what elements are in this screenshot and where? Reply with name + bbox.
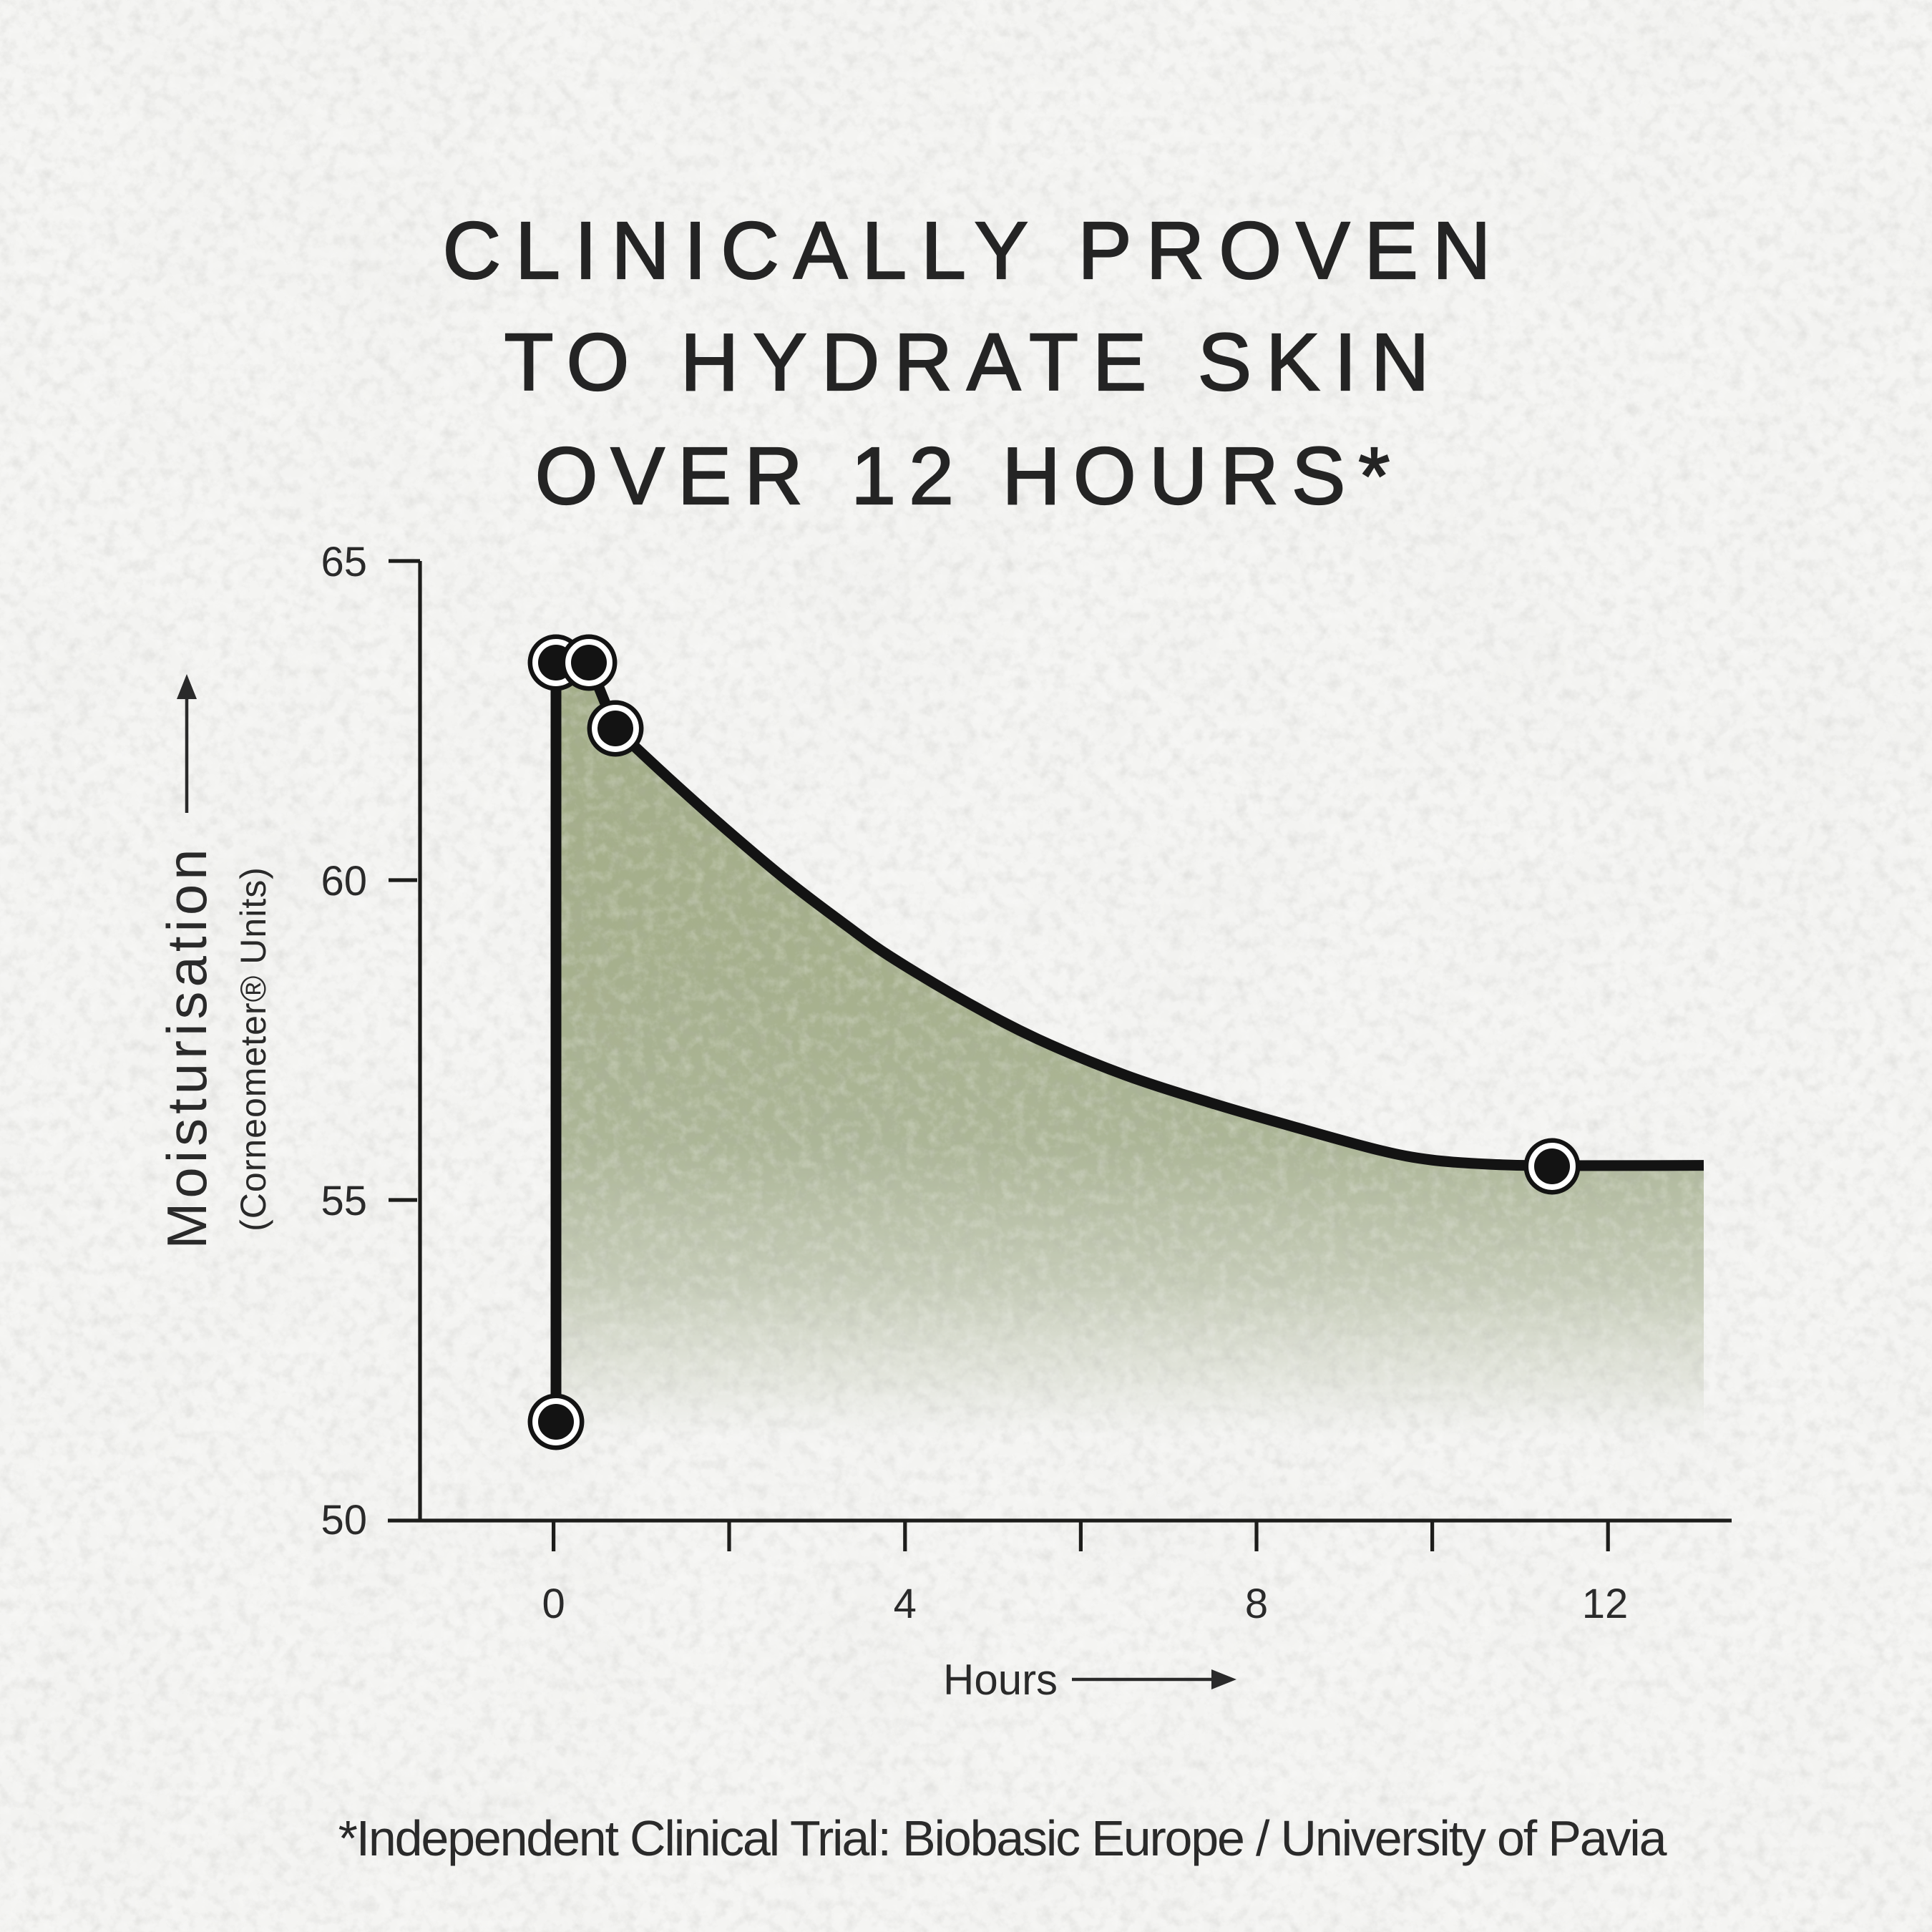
svg-text:OVER 12 HOURS*: OVER 12 HOURS* bbox=[535, 431, 1403, 521]
svg-text:4: 4 bbox=[894, 1581, 917, 1627]
svg-text:8: 8 bbox=[1245, 1581, 1268, 1627]
svg-text:65: 65 bbox=[321, 539, 367, 585]
svg-text:TO HYDRATE SKIN: TO HYDRATE SKIN bbox=[504, 317, 1444, 407]
svg-text:0: 0 bbox=[542, 1581, 565, 1627]
svg-text:Hours: Hours bbox=[943, 1656, 1058, 1704]
svg-text:50: 50 bbox=[321, 1497, 367, 1543]
svg-text:Moisturisation: Moisturisation bbox=[155, 844, 218, 1249]
svg-text:*Independent Clinical Trial: B: *Independent Clinical Trial: Biobasic Eu… bbox=[338, 1810, 1667, 1866]
svg-text:(Corneometer® Units): (Corneometer® Units) bbox=[233, 867, 273, 1231]
svg-text:CLINICALLY PROVEN: CLINICALLY PROVEN bbox=[442, 205, 1505, 296]
svg-text:60: 60 bbox=[321, 858, 367, 904]
svg-text:12: 12 bbox=[1582, 1581, 1629, 1627]
svg-text:55: 55 bbox=[321, 1178, 367, 1224]
